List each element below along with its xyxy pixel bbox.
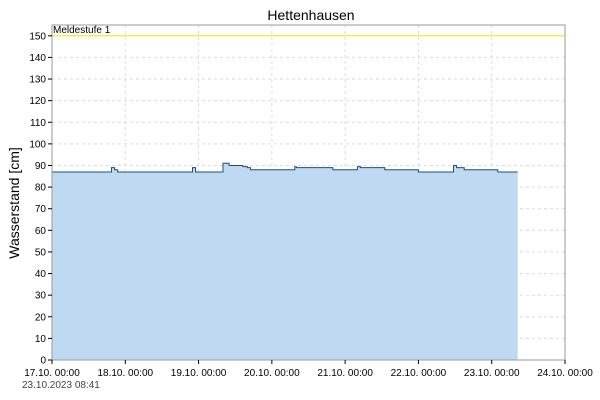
- x-tick-label: 19.10. 00:00: [171, 368, 227, 379]
- plot-frame: [51, 24, 566, 361]
- x-tick-label: 24.10. 00:00: [537, 368, 593, 379]
- y-tick-label: 140: [29, 53, 46, 64]
- y-tick-label: 150: [29, 31, 46, 42]
- x-tick-label: 23.10. 00:00: [464, 368, 520, 379]
- y-tick-label: 60: [35, 226, 47, 237]
- y-axis-ticks: 0 10 20 30 40 50 60 70 80 90 100 110 120 130 140 150: [29, 31, 52, 367]
- y-tick-label: 40: [35, 269, 47, 280]
- y-tick-label: 30: [35, 291, 47, 302]
- y-tick-label: 100: [29, 139, 46, 150]
- y-tick-label: 20: [35, 312, 47, 323]
- data-series: [52, 162, 518, 360]
- series-area: [52, 163, 518, 360]
- y-tick-label: 0: [40, 356, 46, 367]
- threshold-label: Meldestufe 1: [53, 25, 111, 36]
- timestamp: 23.10.2023 08:41: [22, 380, 100, 391]
- y-tick-label: 80: [35, 183, 47, 194]
- y-tick-label: 50: [35, 247, 47, 258]
- series-line: [52, 162, 518, 173]
- y-tick-label: 70: [35, 204, 47, 215]
- threshold-group: Meldestufe 1: [52, 25, 565, 37]
- x-tick-label: 17.10. 00:00: [24, 368, 80, 379]
- x-tick-label: 20.10. 00:00: [244, 368, 300, 379]
- y-tick-label: 90: [35, 161, 47, 172]
- x-tick-label: 21.10. 00:00: [317, 368, 373, 379]
- x-tick-label: 22.10. 00:00: [391, 368, 447, 379]
- y-axis-label: Wasserstand [cm]: [6, 147, 22, 259]
- chart-title: Hettenhausen: [267, 7, 354, 23]
- y-tick-label: 10: [35, 334, 47, 345]
- x-tick-label: 18.10. 00:00: [97, 368, 153, 379]
- y-tick-label: 120: [29, 96, 46, 107]
- x-axis-ticks: 17.10. 00:00 18.10. 00:00 19.10. 00:00 20.1…: [24, 360, 593, 379]
- y-tick-label: 110: [30, 118, 46, 129]
- y-tick-label: 130: [29, 75, 46, 86]
